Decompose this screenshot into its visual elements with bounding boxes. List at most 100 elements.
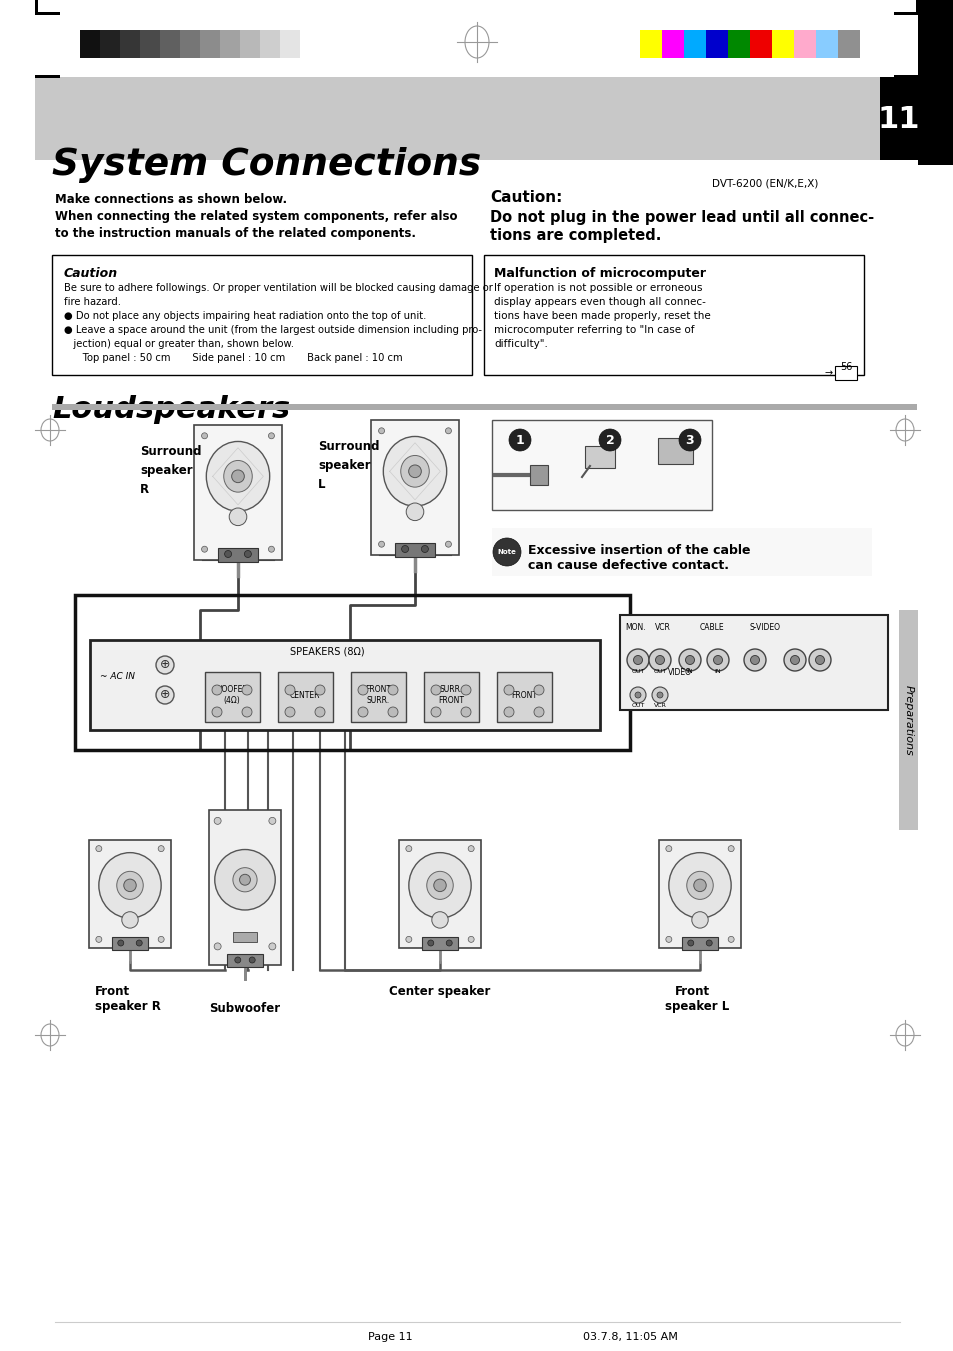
Circle shape [124,880,136,892]
Circle shape [401,546,408,553]
Circle shape [687,940,693,946]
Circle shape [229,508,247,526]
Text: Front: Front [95,985,130,998]
Bar [398,840,480,948]
Bar [112,938,149,950]
Bar [483,255,863,376]
Text: can cause defective contact.: can cause defective contact. [527,559,728,571]
Circle shape [679,430,700,451]
Text: Excessive insertion of the cable: Excessive insertion of the cable [527,544,750,557]
Bar [680,938,718,950]
Circle shape [249,957,255,963]
Bar [492,528,871,576]
Bar [421,938,458,950]
Circle shape [679,648,700,671]
Text: Page 11: Page 11 [367,1332,412,1342]
Bar [639,30,661,58]
Circle shape [213,943,221,950]
Bar [100,30,120,58]
Text: tions have been made properly, reset the: tions have been made properly, reset the [494,311,710,322]
Text: →: → [824,367,832,378]
Circle shape [201,432,208,439]
Bar [749,30,771,58]
Text: jection) equal or greater than, shown below.: jection) equal or greater than, shown be… [64,339,294,349]
Circle shape [156,686,173,704]
Circle shape [790,655,799,665]
Circle shape [268,432,274,439]
Circle shape [378,428,384,434]
Circle shape [743,648,765,671]
Ellipse shape [224,461,252,492]
Bar [35,76,60,78]
Text: SPEAKERS (8Ω): SPEAKERS (8Ω) [290,647,364,657]
Bar [52,255,472,376]
Text: MON.: MON. [624,623,645,632]
Circle shape [234,957,240,963]
Text: ● Do not place any objects impairing heat radiation onto the top of unit.: ● Do not place any objects impairing hea… [64,311,426,322]
Text: Caution:: Caution: [490,190,561,205]
Circle shape [534,707,543,717]
Text: 3: 3 [685,434,694,446]
Text: OUT: OUT [653,669,666,674]
Bar [351,671,406,721]
Circle shape [713,655,721,665]
Bar [893,76,918,78]
Text: If operation is not possible or erroneous: If operation is not possible or erroneou… [494,282,701,293]
Bar [200,30,220,58]
Bar [35,77,914,159]
Ellipse shape [99,852,161,919]
Circle shape [269,943,275,950]
Text: fire hazard.: fire hazard. [64,297,121,307]
Bar [683,30,705,58]
Text: speaker L: speaker L [664,1000,728,1013]
Bar [277,671,333,721]
Text: Note: Note [497,549,516,555]
Bar [220,30,240,58]
Text: CABLE: CABLE [700,623,724,632]
Circle shape [503,685,514,694]
Circle shape [633,655,641,665]
Circle shape [431,685,440,694]
Bar [727,30,749,58]
Bar [658,438,692,463]
Circle shape [685,655,694,665]
Circle shape [408,465,421,478]
Ellipse shape [409,852,471,919]
Circle shape [534,685,543,694]
Circle shape [468,936,474,943]
Text: VCR: VCR [655,623,670,632]
Text: microcomputer referring to "In case of: microcomputer referring to "In case of [494,326,694,335]
Text: Surround
speaker
R: Surround speaker R [140,444,201,496]
Text: Center speaker: Center speaker [389,985,490,998]
Bar [160,30,180,58]
Bar [815,30,837,58]
Circle shape [750,655,759,665]
Circle shape [242,707,252,717]
Text: Preparations: Preparations [903,685,913,755]
Text: OUT: OUT [631,669,644,674]
Bar [917,0,953,165]
Text: FRONT
SURR.: FRONT SURR. [365,685,391,705]
Circle shape [655,655,664,665]
Bar [35,0,38,15]
Circle shape [468,846,474,851]
Text: Malfunction of microcomputer: Malfunction of microcomputer [494,267,705,280]
Text: ~ AC IN: ~ AC IN [100,671,135,681]
Ellipse shape [686,871,713,900]
Circle shape [727,936,734,943]
Bar [492,420,711,509]
Text: OUT: OUT [631,703,644,708]
Bar [793,30,815,58]
Circle shape [783,648,805,671]
Circle shape [156,657,173,674]
Text: DVT-6200 (EN/K,E,X): DVT-6200 (EN/K,E,X) [711,178,818,188]
Text: 11: 11 [877,105,920,135]
Bar [260,30,280,58]
Circle shape [122,912,138,928]
Bar [218,549,257,562]
Bar [705,30,727,58]
Bar [619,615,887,711]
Circle shape [445,542,451,547]
Circle shape [509,430,531,451]
Circle shape [434,880,446,892]
